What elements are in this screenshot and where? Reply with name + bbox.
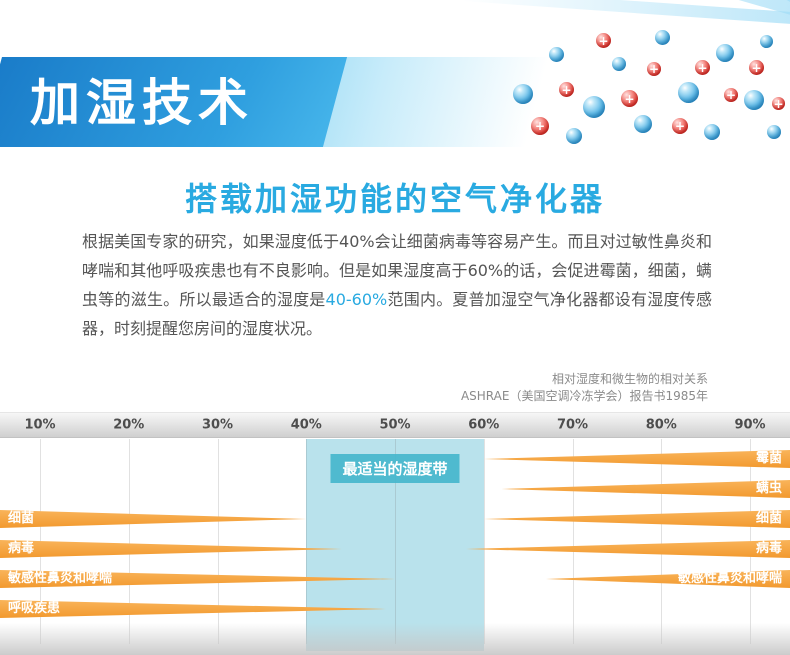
axis-tick-label: 50% [379,417,411,433]
water-droplet-icon [704,124,720,140]
germ-icon: + [596,33,611,48]
gridline [306,439,308,644]
water-droplet-icon [634,115,652,133]
humidity-axis: 10% 20% 30% 40% 50% 60% 70% 80% 90% [0,412,790,438]
germ-icon: + [724,88,738,102]
banner-title: 加湿技术 [30,74,254,132]
light-ray-icon [460,0,790,26]
wedge-label: 病毒 [755,541,782,556]
axis-tick-label: 30% [201,417,234,433]
chart-caption: 相对湿度和微生物的相对关系 ASHRAE（美国空调冷冻学会）报告书1985年 [461,371,708,405]
range-wedge-left [0,510,307,528]
water-droplet-icon [767,125,781,139]
plus-glyph: + [598,33,609,48]
axis-tick-label: 60% [468,417,500,433]
wedge-label: 呼吸疾患 [8,601,61,616]
range-wedge-right [501,480,790,498]
germ-icon: + [772,97,785,110]
plus-glyph: + [561,82,572,97]
paragraph-highlight: 40-60% [325,290,388,309]
axis-tick-label: 90% [734,417,766,433]
wedge-label: 敏感性鼻炎和哮喘 [677,571,782,586]
axis-tick-label: 20% [113,417,145,433]
germ-icon: + [749,60,764,75]
axis-tick-label: 70% [556,417,589,433]
gridline [217,439,219,644]
plus-glyph: + [697,60,708,75]
plus-glyph: + [751,60,762,75]
optimal-band: 最适当的湿度带 [306,439,484,651]
range-wedge-right [483,450,790,468]
optimal-band-label: 最适当的湿度带 [330,454,460,483]
axis-tick-label: 80% [645,417,677,433]
gridline [395,439,396,644]
hero-banner: 加湿技术 + + + + + + + + + + [0,0,790,168]
chart-caption-source: ASHRAE（美国空调冷冻学会）报告书1985年 [460,389,708,403]
water-droplet-icon [513,84,533,104]
plus-glyph: + [773,96,784,111]
axis-tick-label: 10% [24,417,56,433]
chart-caption-title: 相对湿度和微生物的相对关系 [551,372,708,386]
wedge-label: 细菌 [8,511,35,526]
germ-icon: + [647,62,661,76]
water-droplet-icon [549,47,564,62]
plus-glyph: + [725,88,737,102]
water-droplet-icon [583,96,605,118]
gridline [572,439,574,644]
water-droplet-icon [760,35,773,48]
chart-body: 最适当的湿度带 霉菌 螨虫 细菌 细菌 病毒 病毒 敏感性鼻炎和哮喘 敏感性鼻炎和哮喘 呼吸疾患 [0,439,790,655]
water-droplet-icon [566,128,582,144]
wedge-label: 螨虫 [755,481,782,496]
plus-glyph: + [624,91,635,106]
wedge-label: 敏感性鼻炎和哮喘 [8,571,113,586]
wedge-label: 霉菌 [755,451,782,466]
axis-tick-label: 40% [290,417,322,433]
plus-glyph: + [534,119,546,133]
section-heading: 搭载加湿功能的空气净化器 [184,180,605,218]
water-droplet-icon [744,90,764,110]
germ-icon: + [695,60,710,75]
range-wedge-left [0,540,342,558]
paragraph-text-1: 根据美国专家的研究，如果湿度低于40%会让细菌病毒等容易产生。而且对过敏性鼻炎和… [82,232,712,309]
germ-icon: + [621,90,638,107]
wedge-label: 病毒 [8,541,35,556]
plus-glyph: + [648,62,660,76]
germ-icon: + [559,82,574,97]
paragraph-text-2: 范围内。夏普加湿空气净化器都设有湿度传感器，时刻提醒您房间的湿度状况。 [82,290,712,338]
water-droplet-icon [612,57,626,71]
range-wedge-right [483,510,790,528]
range-wedge-right [466,540,790,558]
description-paragraph: 根据美国专家的研究，如果湿度低于40%会让细菌病毒等容易产生。而且对过敏性鼻炎和… [82,227,712,343]
water-droplet-icon [716,44,734,62]
water-droplet-icon [655,30,670,45]
bottom-fade [0,623,790,655]
gridline [661,439,663,644]
water-droplet-icon [678,82,699,103]
germ-icon: + [672,118,688,134]
plus-glyph: + [674,119,686,133]
germ-icon: + [531,117,549,135]
wedge-label: 细菌 [755,511,782,526]
gridline [483,439,485,644]
gridline [128,439,130,644]
